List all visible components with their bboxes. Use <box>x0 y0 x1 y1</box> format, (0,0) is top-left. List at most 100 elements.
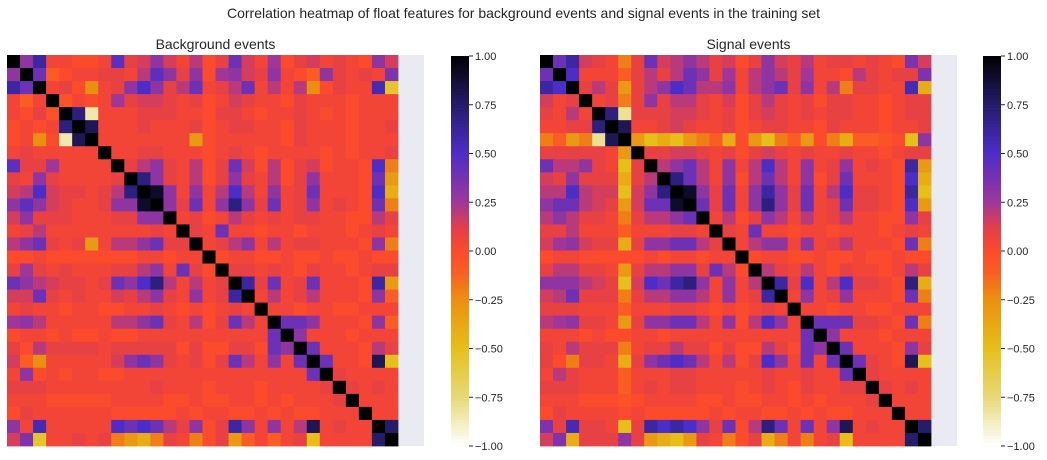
heatmap-cell <box>735 68 749 82</box>
heatmap-cell <box>7 120 21 134</box>
heatmap-cell <box>163 367 177 382</box>
heatmap-cell <box>345 354 360 369</box>
heatmap-cell <box>917 315 932 330</box>
colorbar-segment <box>451 426 469 431</box>
heatmap-cell <box>215 380 229 395</box>
colorbar-segment <box>983 121 1001 125</box>
heatmap-cell <box>800 354 815 369</box>
heatmap-cell <box>319 328 334 343</box>
heatmap-cell <box>865 94 880 108</box>
heatmap-cell <box>280 341 295 356</box>
colorbar-segment <box>451 140 469 145</box>
heatmap-cell <box>98 120 112 134</box>
heatmap-cell <box>241 263 256 277</box>
heatmap-cell <box>228 172 242 186</box>
heatmap-cell <box>774 55 789 69</box>
heatmap-cell <box>839 380 854 395</box>
heatmap-cell <box>800 380 815 395</box>
heatmap-cell <box>345 81 360 95</box>
colorbar-segment <box>451 121 469 125</box>
heatmap-cell <box>59 146 73 160</box>
heatmap-cell <box>189 94 203 108</box>
colorbar-segment <box>983 88 1001 93</box>
heatmap-cell <box>540 302 554 317</box>
heatmap-cell <box>800 172 815 186</box>
heatmap-cell <box>787 224 802 238</box>
heatmap-cell <box>46 146 60 160</box>
heatmap-cell <box>566 120 580 134</box>
heatmap-cell <box>163 380 177 395</box>
heatmap-cell <box>696 198 710 212</box>
heatmap-cell <box>722 380 736 395</box>
heatmap-cell <box>280 81 295 95</box>
colorbar-segment <box>983 192 1001 197</box>
heatmap-cell <box>735 315 749 330</box>
heatmap-cell <box>98 55 112 69</box>
heatmap-cell <box>891 224 906 238</box>
heatmap-cell <box>358 250 373 264</box>
colorbar-segment <box>451 351 469 356</box>
colorbar-segment <box>451 234 469 239</box>
heatmap-cell <box>85 328 99 343</box>
heatmap-cell <box>332 237 347 251</box>
heatmap-cell <box>839 120 854 134</box>
heatmap-cell <box>280 68 295 82</box>
heatmap-cell <box>202 328 216 343</box>
colorbar-segment <box>983 260 1001 265</box>
heatmap-cell <box>540 250 554 264</box>
heatmap-cell <box>852 419 867 434</box>
heatmap-cell <box>215 315 229 330</box>
heatmap-cell <box>891 120 906 134</box>
heatmap-cell <box>553 393 567 408</box>
heatmap-cell <box>891 198 906 212</box>
heatmap-cell <box>332 380 347 395</box>
heatmap-cell <box>540 367 554 382</box>
heatmap-cell <box>839 68 854 82</box>
heatmap-cell <box>85 185 99 199</box>
heatmap-cell <box>358 354 373 369</box>
heatmap-cell <box>215 107 229 121</box>
heatmap-cell <box>137 328 151 343</box>
heatmap-cell <box>722 341 736 356</box>
heatmap-cell <box>7 380 21 395</box>
heatmap-cell <box>332 81 347 95</box>
heatmap-cell <box>176 185 190 199</box>
heatmap-cell <box>189 367 203 382</box>
heatmap-cell <box>605 133 619 147</box>
heatmap-cell <box>98 211 112 225</box>
colorbar-segment <box>983 117 1001 122</box>
heatmap-cell <box>215 94 229 108</box>
heatmap-cell <box>150 172 164 186</box>
heatmap-cell <box>33 107 47 121</box>
heatmap-cell <box>852 237 867 251</box>
colorbar-segment <box>983 400 1001 405</box>
heatmap-cell <box>878 133 893 147</box>
heatmap-cell <box>254 315 269 330</box>
colorbar-segment <box>983 436 1001 440</box>
heatmap-cell <box>332 146 347 160</box>
heatmap-cell <box>605 198 619 212</box>
heatmap-cell <box>631 289 645 304</box>
heatmap-cell <box>657 146 671 160</box>
heatmap-cell <box>293 94 308 108</box>
heatmap-cell <box>20 224 34 238</box>
heatmap-cell <box>826 419 841 434</box>
heatmap-cell <box>878 315 893 330</box>
heatmap-cell <box>579 133 593 147</box>
colorbar-segment <box>983 186 1001 190</box>
heatmap-cell <box>189 107 203 121</box>
colorbar-segment <box>983 221 1001 226</box>
heatmap-cell <box>111 367 125 382</box>
heatmap-cell <box>566 289 580 304</box>
heatmap-cell <box>852 68 867 82</box>
heatmap-cell <box>163 172 177 186</box>
heatmap-cell <box>46 107 60 121</box>
heatmap-cell <box>7 159 21 173</box>
heatmap-cell <box>566 198 580 212</box>
heatmap-cell <box>371 237 386 251</box>
heatmap-cell <box>241 432 256 447</box>
heatmap-cell <box>826 354 841 369</box>
heatmap-cell <box>670 276 684 290</box>
heatmap-cell <box>631 185 645 199</box>
heatmap-cell <box>163 432 177 447</box>
